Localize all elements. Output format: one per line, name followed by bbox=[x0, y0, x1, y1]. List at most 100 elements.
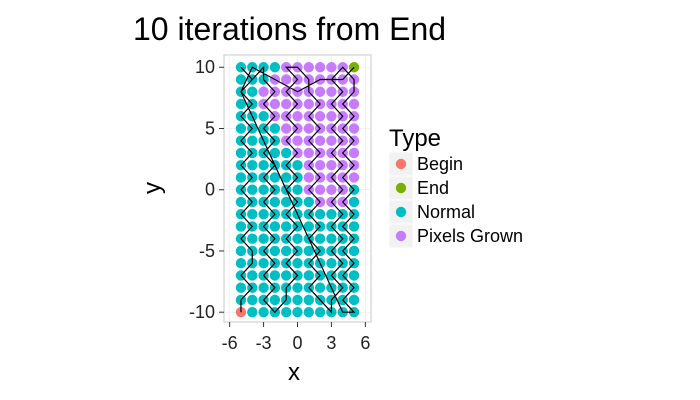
point-normal bbox=[258, 233, 269, 244]
point-normal bbox=[348, 270, 360, 281]
point-pixels-grown bbox=[314, 160, 326, 171]
point-normal bbox=[258, 307, 269, 318]
point-normal bbox=[269, 147, 281, 159]
point-normal bbox=[326, 258, 337, 269]
point-normal bbox=[292, 160, 303, 171]
point-normal bbox=[269, 221, 281, 232]
point-normal bbox=[235, 172, 247, 183]
point-pixels-grown bbox=[269, 98, 281, 110]
point-normal bbox=[280, 196, 292, 208]
legend-label-pixels-grown: Pixels Grown bbox=[417, 226, 523, 246]
point-normal bbox=[292, 307, 303, 318]
y-tick-label: -10 bbox=[189, 302, 215, 322]
point-normal bbox=[247, 86, 258, 97]
point-normal bbox=[258, 282, 269, 293]
point-pixels-grown bbox=[348, 98, 360, 110]
legend-label-normal: Normal bbox=[417, 202, 475, 222]
x-tick-label: 0 bbox=[292, 333, 302, 353]
point-normal bbox=[280, 245, 292, 257]
x-tick-label: -3 bbox=[256, 333, 272, 353]
point-normal bbox=[258, 258, 269, 269]
point-normal bbox=[247, 307, 258, 318]
x-tick-label: -6 bbox=[222, 333, 238, 353]
legend-label-begin: Begin bbox=[417, 154, 463, 174]
point-normal bbox=[235, 147, 247, 159]
point-normal bbox=[303, 196, 315, 208]
point-normal bbox=[269, 245, 281, 257]
point-normal bbox=[303, 294, 315, 306]
point-normal bbox=[292, 282, 303, 293]
point-normal bbox=[247, 233, 258, 244]
point-pixels-grown bbox=[303, 62, 315, 73]
point-normal bbox=[314, 282, 326, 293]
point-pixels-grown bbox=[326, 184, 337, 195]
point-normal bbox=[235, 123, 247, 134]
point-pixels-grown bbox=[292, 111, 303, 122]
point-pixels-grown bbox=[280, 74, 292, 85]
point-normal bbox=[235, 245, 247, 257]
legend-swatch-pixels-grown bbox=[395, 230, 407, 242]
legend-swatch-normal bbox=[395, 206, 407, 218]
legend-entries: Begin End Normal Pixels Grown bbox=[388, 151, 523, 249]
point-pixels-grown bbox=[314, 62, 326, 73]
legend-label-end: End bbox=[417, 178, 449, 198]
point-normal bbox=[280, 172, 292, 183]
point-normal bbox=[247, 294, 258, 306]
x-tick-label: 6 bbox=[360, 333, 370, 353]
point-normal bbox=[348, 245, 360, 257]
point-normal bbox=[292, 233, 303, 244]
point-normal bbox=[247, 270, 258, 281]
point-normal bbox=[292, 294, 303, 306]
point-pixels-grown bbox=[326, 111, 337, 122]
point-normal bbox=[258, 160, 269, 171]
legend-swatch-end bbox=[395, 182, 407, 194]
point-normal bbox=[258, 184, 269, 195]
point-pixels-grown bbox=[258, 86, 269, 97]
point-normal bbox=[247, 184, 258, 195]
point-normal bbox=[292, 258, 303, 269]
point-pixels-grown bbox=[326, 135, 337, 146]
point-pixels-grown bbox=[303, 123, 315, 134]
point-normal bbox=[280, 147, 292, 159]
point-normal bbox=[314, 209, 326, 220]
point-normal bbox=[235, 98, 247, 110]
point-pixels-grown bbox=[303, 172, 315, 183]
point-pixels-grown bbox=[348, 123, 360, 134]
point-pixels-grown bbox=[280, 123, 292, 134]
point-normal bbox=[326, 233, 337, 244]
chart-title: 10 iterations from End bbox=[133, 11, 446, 47]
point-normal bbox=[269, 172, 281, 183]
point-normal bbox=[235, 196, 247, 208]
point-pixels-grown bbox=[314, 86, 326, 97]
point-pixels-grown bbox=[292, 135, 303, 146]
plot-panel bbox=[223, 54, 372, 323]
point-normal bbox=[303, 245, 315, 257]
point-normal bbox=[247, 160, 258, 171]
point-pixels-grown bbox=[326, 160, 337, 171]
path-lines bbox=[240, 65, 356, 314]
point-pixels-grown bbox=[326, 86, 337, 97]
point-pixels-grown bbox=[303, 147, 315, 159]
point-normal bbox=[292, 184, 303, 195]
x-axis-title: x bbox=[288, 359, 300, 386]
y-tick-label: 10 bbox=[195, 57, 215, 77]
point-normal bbox=[258, 209, 269, 220]
legend-title: Type bbox=[389, 125, 441, 152]
point-normal bbox=[258, 111, 269, 122]
x-axis: -6 -3 0 3 6 bbox=[222, 322, 370, 353]
y-tick-label: 5 bbox=[205, 118, 215, 138]
point-normal bbox=[235, 282, 247, 293]
point-normal bbox=[326, 209, 337, 220]
point-normal bbox=[314, 233, 326, 244]
y-axis-title: y bbox=[139, 182, 166, 194]
data-points bbox=[235, 62, 360, 318]
point-normal bbox=[269, 62, 281, 73]
walk-path bbox=[240, 65, 356, 314]
point-normal bbox=[247, 209, 258, 220]
point-pixels-grown bbox=[280, 98, 292, 110]
legend: Type Begin End Normal Pixels Grown bbox=[388, 125, 523, 249]
point-pixels-grown bbox=[348, 147, 360, 159]
point-normal bbox=[348, 294, 360, 306]
point-normal bbox=[269, 270, 281, 281]
